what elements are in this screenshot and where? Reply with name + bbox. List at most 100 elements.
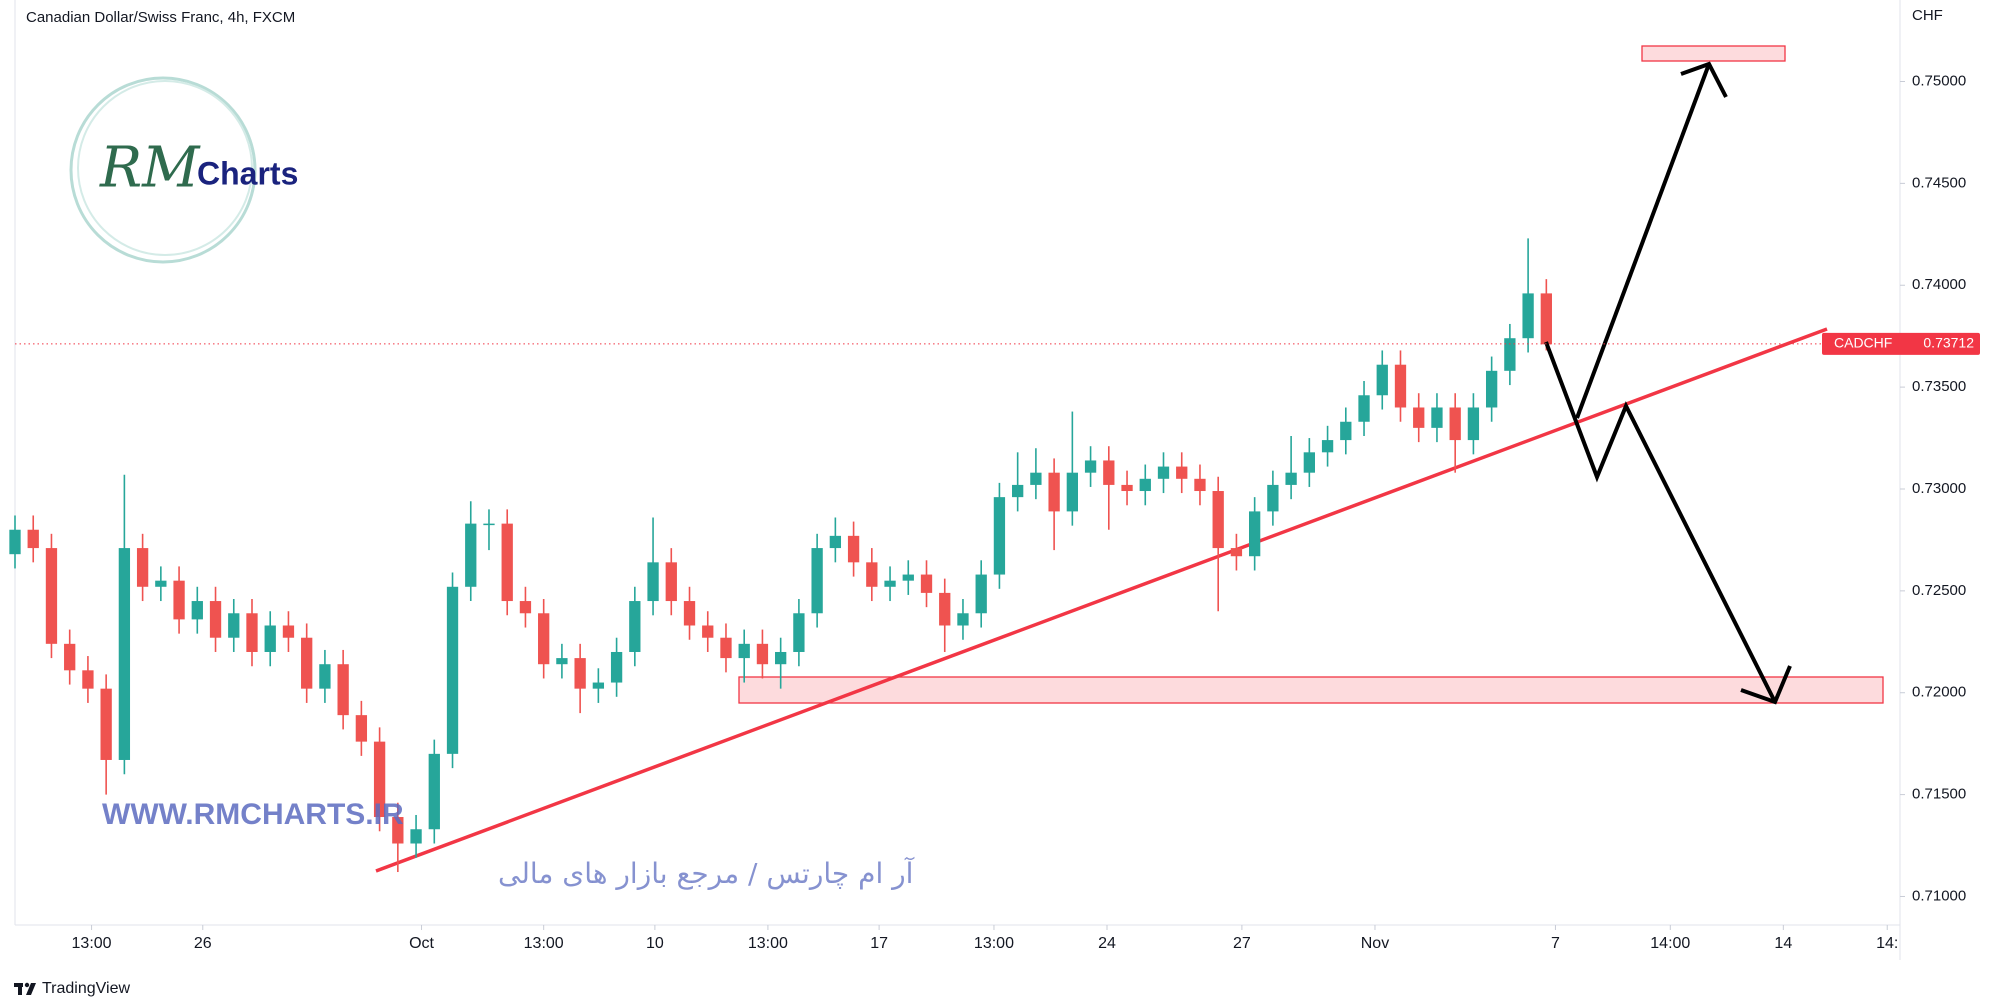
logo-ring-inner (77, 80, 253, 256)
logo-script: RM (99, 136, 201, 201)
up-arrow (1575, 63, 1711, 419)
candle-body (1066, 472, 1079, 512)
candle-body (1413, 407, 1425, 428)
candle-body (446, 586, 459, 754)
candle-body (1522, 293, 1534, 339)
candle-body (957, 613, 969, 626)
y-tick-label: 0.75000 (1912, 72, 1966, 89)
last-price-tag (1822, 332, 1980, 355)
candle-body (1504, 338, 1516, 371)
candle-body (1176, 466, 1188, 479)
candle-body (410, 829, 422, 844)
candle-body (1431, 407, 1443, 428)
candle-body (64, 643, 76, 671)
x-tick-label: 7 (1551, 935, 1560, 952)
candle-body (756, 643, 769, 665)
candle-body (775, 651, 787, 665)
candle-body (556, 658, 568, 665)
candle-body (975, 574, 987, 614)
candle-body (1212, 491, 1224, 549)
candle-body (592, 682, 605, 689)
candle-body (811, 548, 823, 614)
candle-body (1230, 548, 1243, 557)
candle-body (465, 523, 477, 587)
x-tick-label: 26 (194, 935, 212, 952)
candle-body (136, 548, 149, 587)
candle-body (209, 601, 222, 638)
candle-body (1285, 472, 1297, 485)
tv-logo-part (18, 983, 22, 995)
candle-body (1139, 478, 1151, 492)
candle-body (1303, 452, 1315, 473)
candle-body (264, 625, 276, 652)
candle-body (355, 715, 368, 742)
candle-body (191, 601, 203, 620)
candle-body (1376, 364, 1388, 396)
candle-body (1358, 395, 1370, 422)
y-tick-label: 0.73000 (1912, 480, 1966, 497)
candle-body (993, 497, 1006, 575)
down-arrow (1544, 341, 1777, 703)
x-tick-label: 14: (1876, 935, 1898, 952)
last-price-value: 0.73712 (1923, 335, 1974, 351)
candle-body (847, 535, 860, 563)
y-tick-label: 0.71500 (1912, 786, 1966, 803)
candle-body (1449, 407, 1461, 441)
up-arrow-head (1680, 61, 1728, 98)
candle-body (1084, 460, 1097, 473)
x-tick-label: 10 (646, 935, 664, 952)
candle-body (902, 574, 914, 581)
candle-body (1540, 293, 1552, 345)
candle-body (1340, 421, 1352, 441)
x-tick-label: 13:00 (748, 935, 788, 952)
candle-body (246, 613, 258, 652)
candle-body (884, 580, 896, 587)
candle-body (337, 664, 349, 716)
candle-body (1157, 466, 1170, 479)
candle-body (1103, 460, 1115, 485)
logo-text: Charts (197, 155, 298, 191)
tv-logo-part (24, 982, 30, 988)
watermark-website: WWW.RMCHARTS.IR (102, 798, 404, 831)
candle-body (483, 523, 495, 526)
candle-body (519, 601, 532, 614)
y-tick-label: 0.72500 (1912, 582, 1966, 599)
logo-ring (69, 76, 257, 264)
candle-body (647, 562, 659, 602)
candle-body (702, 625, 714, 638)
candle-body (501, 523, 513, 602)
tv-logo-part (26, 983, 36, 995)
x-tick-label: 17 (870, 935, 888, 952)
tradingview-logo (14, 982, 36, 995)
y-tick-label: 0.74500 (1912, 174, 1966, 191)
candle-body (1121, 484, 1133, 492)
y-tick-label: 0.71000 (1912, 887, 1966, 904)
candle-body (1321, 440, 1334, 453)
x-tick-label: 13:00 (974, 935, 1014, 952)
candle-body (665, 562, 677, 602)
candle-body (392, 817, 404, 844)
y-tick-label: 0.72000 (1912, 684, 1966, 701)
candle-body (1030, 472, 1042, 485)
candle-body (27, 529, 39, 549)
x-tick-label: 13:00 (524, 935, 564, 952)
candle-body (866, 562, 878, 587)
candle-body (1467, 407, 1480, 441)
candle-body (9, 529, 21, 555)
candle-body (1012, 484, 1024, 498)
candle-body (173, 580, 185, 620)
support-zone (738, 676, 1884, 704)
candle-body (1048, 472, 1060, 512)
candle-body (939, 592, 951, 626)
candle-body (319, 664, 331, 689)
x-tick-label: 13:00 (72, 935, 112, 952)
logo: RM Charts (69, 76, 298, 264)
candle-body (228, 613, 240, 638)
x-tick-label: 14:00 (1650, 935, 1690, 952)
candle-body (118, 548, 131, 760)
candle-body (1485, 370, 1498, 408)
candle-body (683, 601, 696, 626)
y-tick-label: 0.74000 (1912, 276, 1966, 293)
candle-body (282, 625, 295, 638)
